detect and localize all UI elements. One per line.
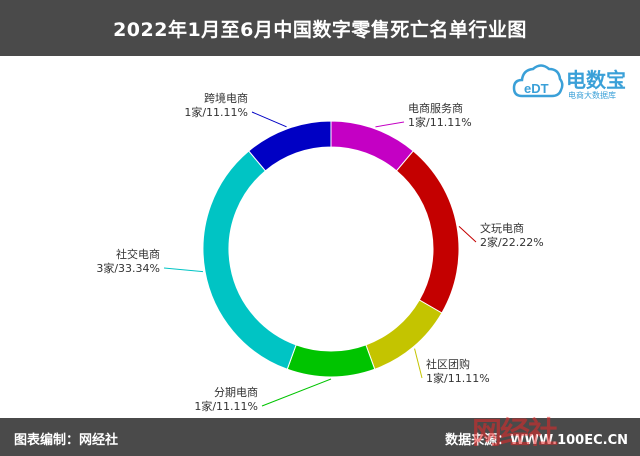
value-label-2: 2家/22.22%: [480, 235, 544, 249]
category-label-2: 文玩电商: [480, 221, 524, 235]
value-label-4: 1家/11.11%: [194, 399, 258, 413]
leader-line-4: [261, 378, 332, 407]
donut-slice-4: [286, 344, 376, 378]
category-label-6: 跨境电商: [204, 91, 248, 105]
category-label-1: 电商服务商: [408, 101, 463, 115]
footer-data-source: 数据来源：WWW.100EC.CN: [445, 433, 628, 448]
logo-subtitle: 电商大数据库: [568, 91, 616, 100]
footer-bar: 图表编制：网经社 数据来源：WWW.100EC.CN: [0, 418, 640, 456]
cloud-icon: eDT: [512, 64, 564, 98]
value-label-5: 3家/33.34%: [96, 261, 160, 275]
logo-name: 电数宝: [566, 68, 626, 92]
chart-title: 2022年1月至6月中国数字零售死亡名单行业图: [0, 0, 640, 56]
leader-line-6: [251, 111, 287, 128]
donut-slice-2: [395, 150, 460, 314]
leader-line-2: [458, 226, 477, 243]
category-label-4: 分期电商: [214, 385, 258, 399]
corner-watermark: 网经社: [472, 416, 558, 451]
value-label-3: 1家/11.11%: [426, 371, 490, 385]
leader-line-5: [163, 267, 204, 273]
leader-line-1: [375, 121, 405, 128]
category-label-5: 社交电商: [116, 247, 160, 261]
donut-slice-1: [330, 120, 414, 172]
leader-line-3: [414, 348, 423, 379]
category-label-3: 社区团购: [426, 357, 470, 371]
donut-slice-6: [248, 120, 332, 172]
dianshubao-logo: eDT 电数宝 电商大数据库: [508, 58, 638, 108]
value-label-6: 1家/11.11%: [184, 105, 248, 119]
footer-source-editor: 图表编制：网经社: [14, 433, 119, 448]
donut-slice-5: [202, 150, 297, 370]
value-label-1: 1家/11.11%: [408, 115, 472, 129]
logo-mark: eDT: [524, 81, 549, 96]
